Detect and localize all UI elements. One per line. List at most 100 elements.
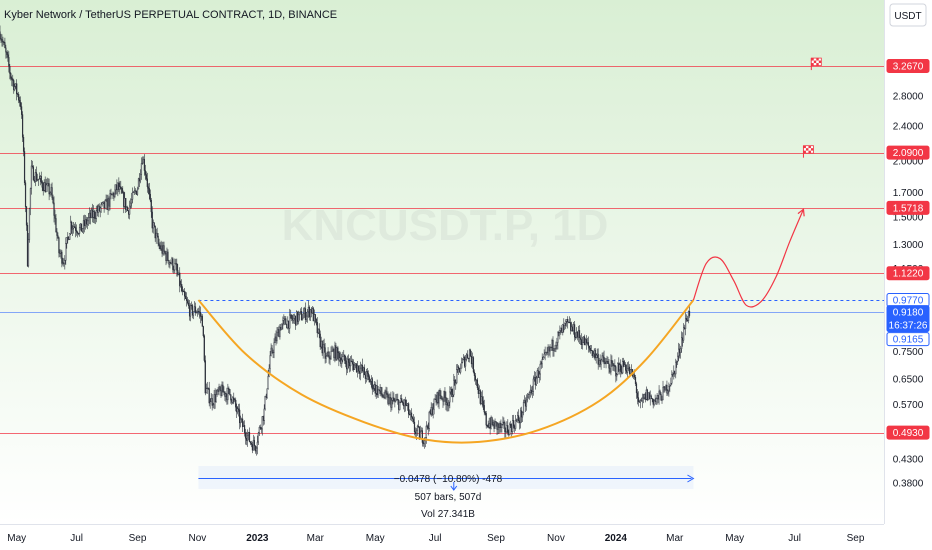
candle-body xyxy=(507,425,509,434)
candle-body xyxy=(614,365,616,367)
candle-body xyxy=(180,284,182,287)
candle-body xyxy=(447,402,449,407)
price-tick-label: 2.0000 xyxy=(893,157,924,168)
candle-body xyxy=(381,393,383,396)
candle-body xyxy=(51,187,53,198)
candle-body xyxy=(210,398,212,403)
level-badge-1-text: 2.0900 xyxy=(893,148,924,159)
time-axis-panel[interactable] xyxy=(0,524,932,550)
candle-body xyxy=(454,379,456,381)
candle-body xyxy=(7,54,9,58)
candle-body xyxy=(386,392,388,395)
candle-body xyxy=(343,354,345,357)
date-price-range[interactable]: −0.0478 (−10.80%) -478 507 bars, 507d Vol … xyxy=(198,466,695,520)
candle-body xyxy=(73,226,75,229)
candle-body xyxy=(482,400,484,406)
candle-body xyxy=(663,386,665,388)
flag-cell xyxy=(816,63,819,66)
candle-body xyxy=(352,361,354,365)
candle-body xyxy=(518,420,521,424)
candle-body xyxy=(588,345,590,349)
candle-body xyxy=(377,389,379,396)
candle-body xyxy=(558,332,560,334)
time-tick-label: Jul xyxy=(788,533,801,544)
currency-button[interactable]: USDT xyxy=(889,3,927,27)
candle-body xyxy=(487,425,489,428)
candle-body xyxy=(340,357,342,364)
candle-body xyxy=(383,396,385,398)
candle-body xyxy=(200,315,202,317)
candle-body xyxy=(58,237,60,254)
candle-body xyxy=(297,311,299,322)
candle-body xyxy=(322,344,324,354)
candle-body xyxy=(647,392,649,401)
candle-body xyxy=(508,432,510,436)
time-tick-label: 2023 xyxy=(246,533,269,544)
candle-body xyxy=(399,401,401,410)
candle-body xyxy=(219,386,221,391)
candle-body xyxy=(164,251,166,254)
candle-body xyxy=(158,243,160,246)
candle-body xyxy=(620,364,622,372)
candle-body xyxy=(77,233,80,235)
candle-body xyxy=(553,348,555,351)
candle-body xyxy=(110,193,112,195)
candle-body xyxy=(543,353,545,358)
candle-body xyxy=(260,428,262,430)
candle-body xyxy=(661,399,663,401)
candle-body xyxy=(535,377,537,386)
candle-body xyxy=(639,400,642,403)
candle-body xyxy=(242,425,245,428)
candle-body xyxy=(583,336,586,346)
candle-body xyxy=(415,429,418,434)
candle-body xyxy=(329,357,331,360)
candle-body xyxy=(568,321,570,323)
candle-body xyxy=(605,361,607,365)
candle-body xyxy=(356,365,359,372)
candle-body xyxy=(25,206,28,226)
candle-body xyxy=(222,384,224,393)
candle-body xyxy=(69,233,71,240)
candle-body xyxy=(277,329,279,333)
candle-body xyxy=(641,397,643,402)
candle-body xyxy=(546,352,548,354)
flag-cell xyxy=(816,60,819,64)
candle-body xyxy=(333,348,335,359)
price-tick-label: 2.4000 xyxy=(893,121,924,132)
time-tick-label: Sep xyxy=(847,533,865,544)
candle-body xyxy=(575,331,578,339)
candle-body xyxy=(354,363,357,366)
candle-body xyxy=(539,363,541,375)
candle-body xyxy=(181,284,183,292)
candle-body xyxy=(169,262,171,265)
candle-body xyxy=(469,349,472,357)
candle-body xyxy=(302,313,305,319)
candle-body xyxy=(564,323,566,326)
measure-bars: 507 bars, 507d xyxy=(415,492,482,503)
candle-body xyxy=(152,222,154,229)
candle-body xyxy=(287,320,289,329)
candle-body xyxy=(460,367,462,373)
candle-body xyxy=(67,236,69,238)
candle-body xyxy=(585,339,587,344)
candle-body xyxy=(133,190,136,193)
candle-body xyxy=(518,415,520,422)
candle-body xyxy=(423,440,425,445)
candle-body xyxy=(251,444,254,451)
bid-price-badge: 0.9165 xyxy=(886,332,930,347)
candle-body xyxy=(13,80,15,91)
candle-body xyxy=(484,411,486,414)
candle-body xyxy=(304,308,307,320)
candle-body xyxy=(653,400,655,405)
candle-body xyxy=(38,178,40,180)
candle-body xyxy=(499,422,501,429)
candle-body xyxy=(18,94,20,101)
candle-body xyxy=(612,363,614,367)
price-axis-panel[interactable] xyxy=(884,0,932,524)
target-flag-icon xyxy=(810,57,822,71)
candle-body xyxy=(654,400,656,402)
candle-body xyxy=(398,400,400,410)
candle-body xyxy=(405,399,407,406)
candle-body xyxy=(453,379,455,396)
